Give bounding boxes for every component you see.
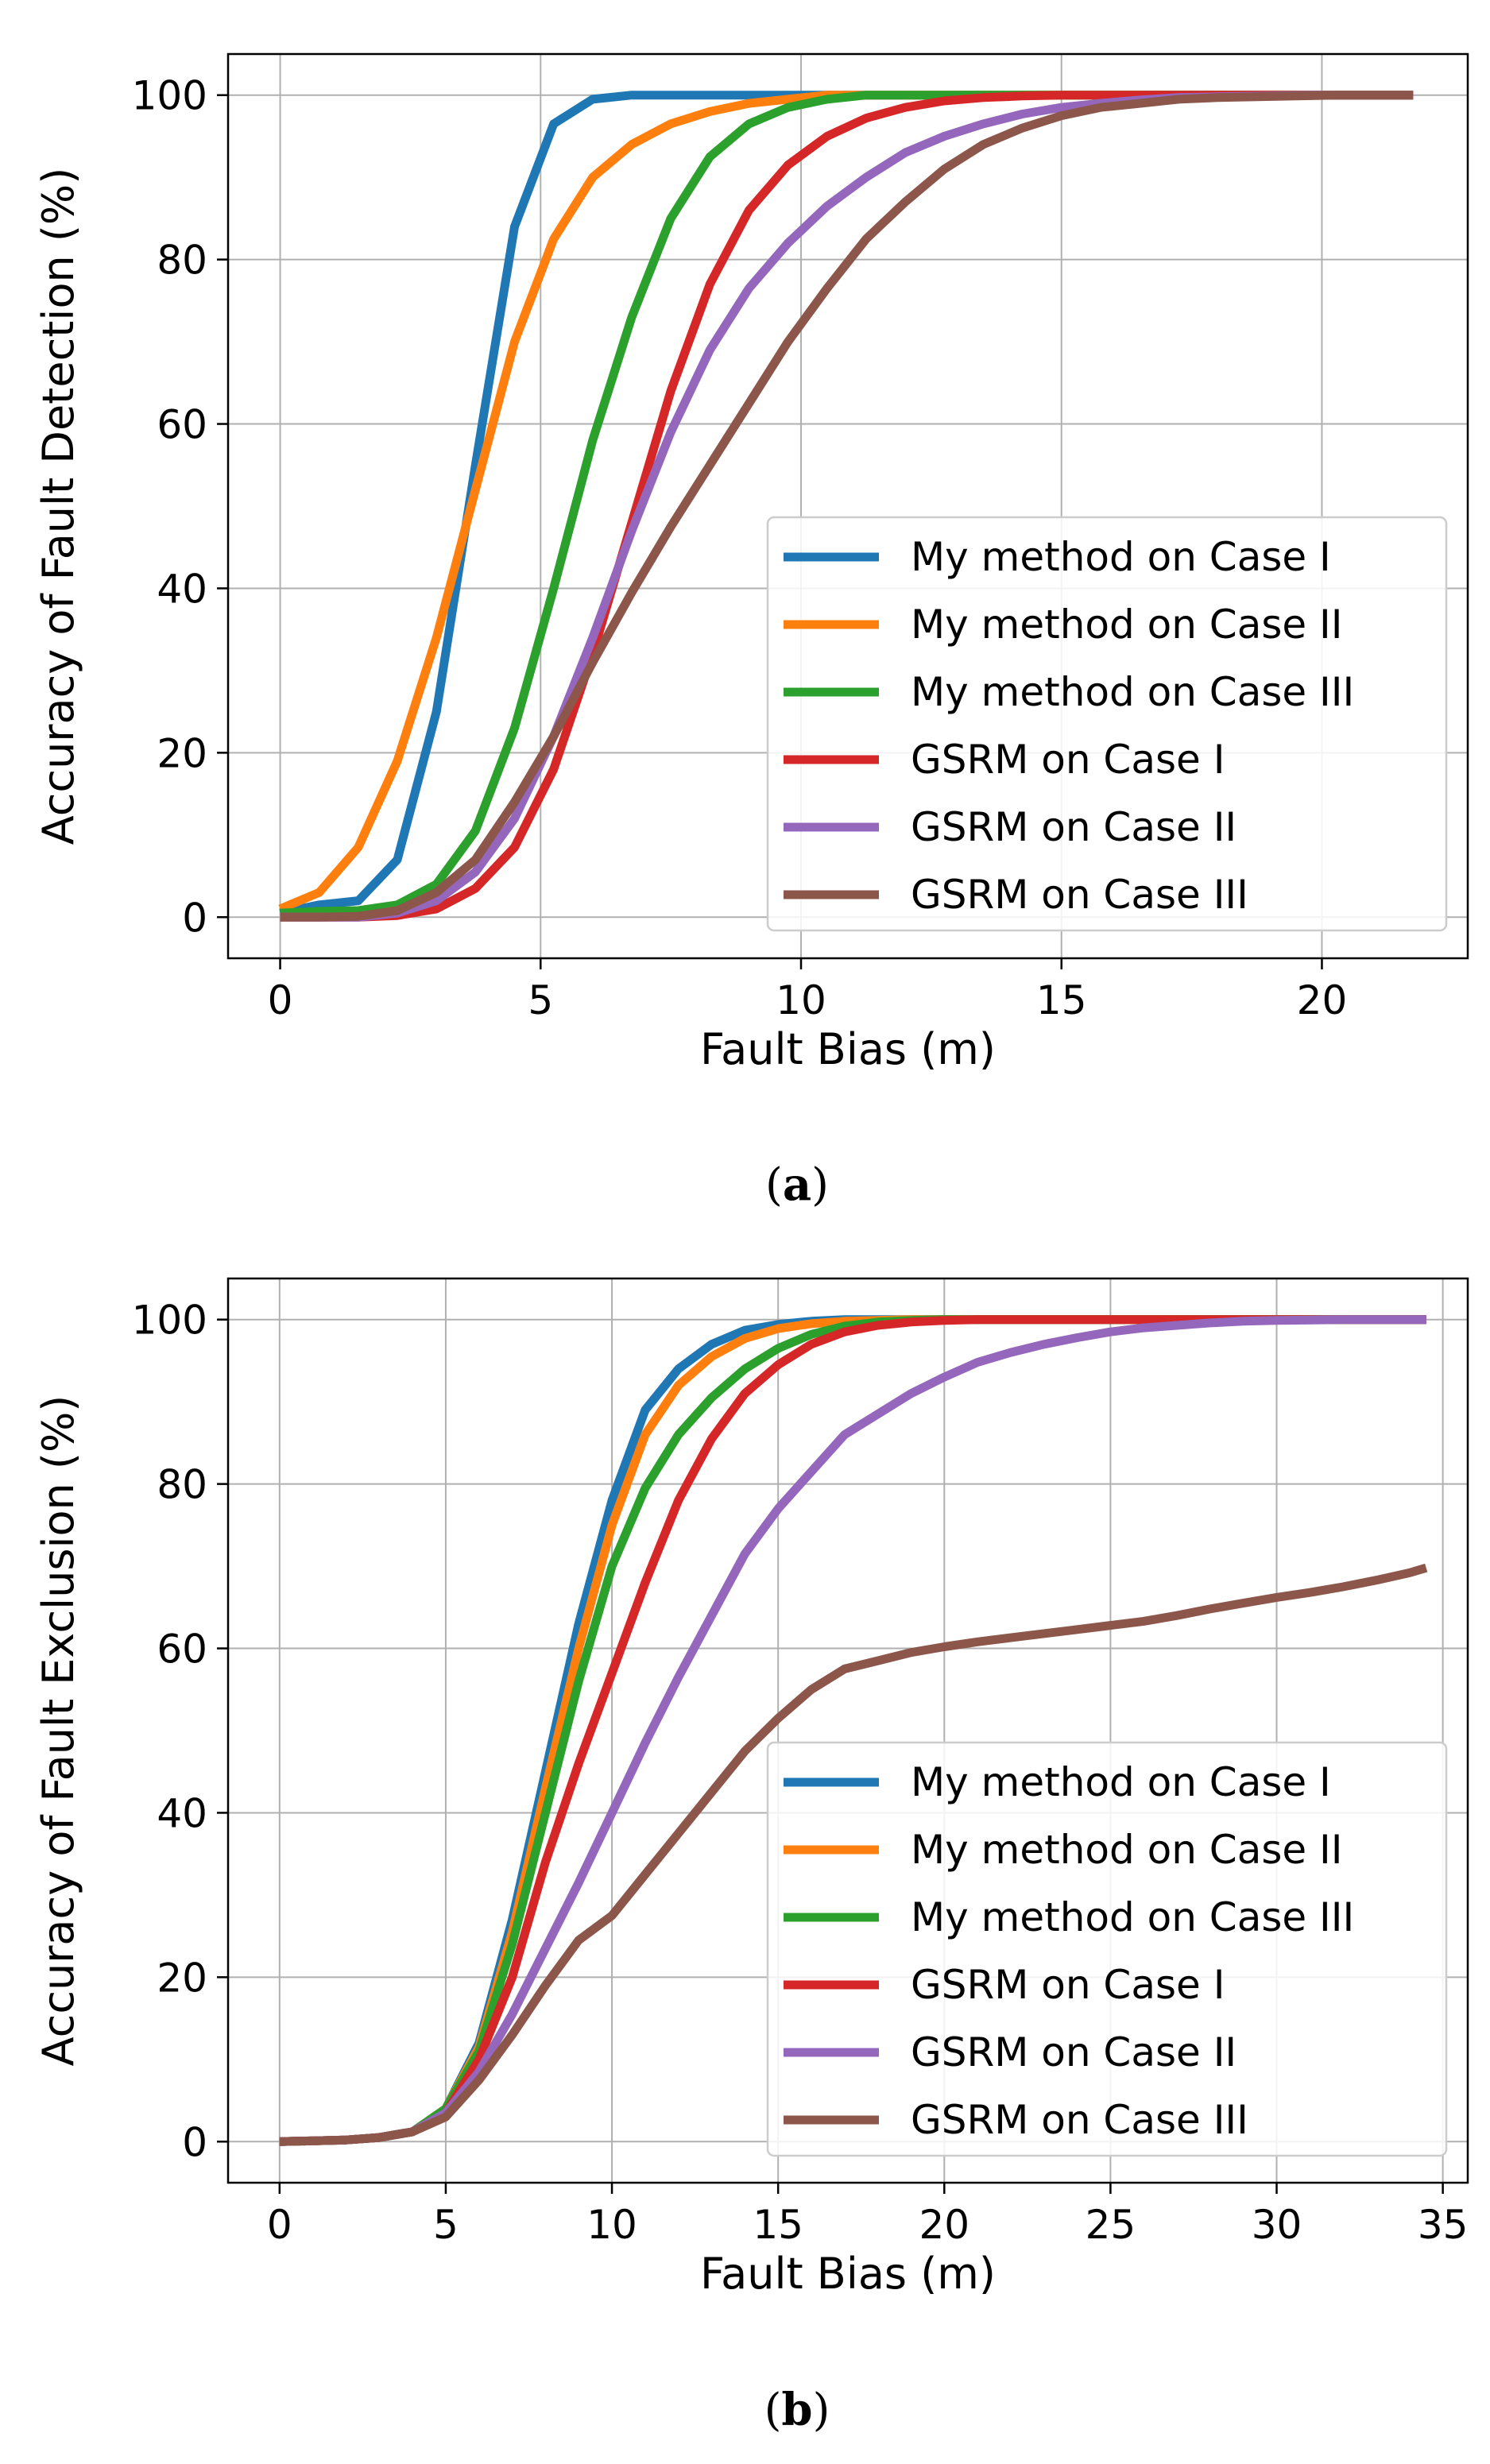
legend-label-2: My method on Case II xyxy=(911,601,1343,648)
panel-label-open: ( xyxy=(765,1159,783,1211)
panel-label-open: ( xyxy=(764,2385,782,2436)
series-line-6 xyxy=(280,91,1414,922)
x-tick-label: 15 xyxy=(1036,977,1087,1023)
axes-frame xyxy=(226,52,1469,960)
x-tick-label: 35 xyxy=(1418,2202,1469,2248)
series-line-6 xyxy=(279,1563,1428,2146)
y-tick-label: 40 xyxy=(157,566,207,612)
y-axis-label: Accuracy of Fault Detection (%) xyxy=(33,168,83,845)
x-axis-label: Fault Bias (m) xyxy=(700,1024,996,1074)
legend-label-2: My method on Case II xyxy=(911,1827,1343,1873)
x-tick-label: 10 xyxy=(586,2202,637,2248)
legend-label-1: My method on Case I xyxy=(911,1759,1331,1805)
legend-box xyxy=(766,1741,1448,2157)
y-tick-label: 60 xyxy=(157,1627,207,1673)
y-axis-label: Accuracy of Fault Exclusion (%) xyxy=(33,1395,83,2067)
y-tick-label: 40 xyxy=(157,1790,207,1836)
x-tick-label: 20 xyxy=(919,2202,969,2248)
x-tick-label: 0 xyxy=(268,977,293,1023)
y-tick-label: 20 xyxy=(157,1955,207,2001)
x-tick-label: 5 xyxy=(433,2202,459,2248)
y-tick-label: 100 xyxy=(132,73,207,119)
series-line-3 xyxy=(280,91,1414,918)
series-lines xyxy=(279,1315,1428,2146)
y-tick-label: 60 xyxy=(157,402,207,448)
legend-label-4: GSRM on Case I xyxy=(911,1962,1225,2008)
x-tick-label: 15 xyxy=(753,2202,803,2248)
y-tick-label: 0 xyxy=(182,2119,207,2165)
series-line-5 xyxy=(279,1315,1426,2146)
legend-label-5: GSRM on Case II xyxy=(911,804,1237,850)
y-tick-label: 20 xyxy=(157,730,207,776)
series-lines xyxy=(278,91,1414,922)
panel-label: (a) xyxy=(765,1159,829,1211)
legend: My method on Case I My method on Case II M… xyxy=(766,1741,1448,2157)
panel-a-chart: 0 5 10 15 20 0 20 40 60 80 100 Fault Bias (m) Accura… xyxy=(33,52,1469,1211)
x-tick-label: 25 xyxy=(1086,2202,1136,2248)
legend-label-6: GSRM on Case III xyxy=(911,872,1248,918)
series-line-4 xyxy=(280,91,1414,922)
y-axis: 0 20 40 60 80 100 xyxy=(132,73,228,941)
x-tick-label: 30 xyxy=(1252,2202,1302,2248)
x-axis: 0 5 10 15 20 xyxy=(268,958,1348,1023)
y-tick-label: 0 xyxy=(182,895,207,941)
x-axis: 0 5 10 15 20 25 30 35 xyxy=(267,2183,1469,2248)
panel-b-chart: 0 5 10 15 20 25 30 35 0 20 40 60 80 100 Fault Bias (m)… xyxy=(33,1277,1469,2436)
legend-label-3: My method on Case III xyxy=(911,669,1354,715)
panel-label-letter: b xyxy=(781,2384,812,2436)
x-tick-label: 0 xyxy=(267,2202,292,2248)
y-tick-label: 80 xyxy=(157,238,207,284)
y-tick-label: 100 xyxy=(132,1298,207,1344)
axes-frame xyxy=(226,1277,1469,2184)
x-tick-label: 20 xyxy=(1297,977,1348,1023)
panel-label-close: ) xyxy=(813,2385,830,2436)
legend-label-1: My method on Case I xyxy=(911,534,1331,580)
x-tick-label: 5 xyxy=(528,977,553,1023)
legend-label-6: GSRM on Case III xyxy=(911,2097,1248,2143)
x-tick-label: 10 xyxy=(776,977,826,1023)
panel-label-letter: a xyxy=(783,1159,811,1211)
x-axis-label: Fault Bias (m) xyxy=(700,2249,996,2299)
legend: My method on Case I My method on Case II M… xyxy=(766,516,1448,932)
legend-label-3: My method on Case III xyxy=(911,1894,1354,1940)
panel-label-close: ) xyxy=(811,1159,829,1211)
y-tick-label: 80 xyxy=(157,1462,207,1508)
legend-label-5: GSRM on Case II xyxy=(911,2029,1237,2075)
legend-box xyxy=(766,516,1448,932)
y-axis: 0 20 40 60 80 100 xyxy=(132,1298,228,2165)
legend-label-4: GSRM on Case I xyxy=(911,737,1225,783)
panel-label: (b) xyxy=(764,2384,830,2436)
